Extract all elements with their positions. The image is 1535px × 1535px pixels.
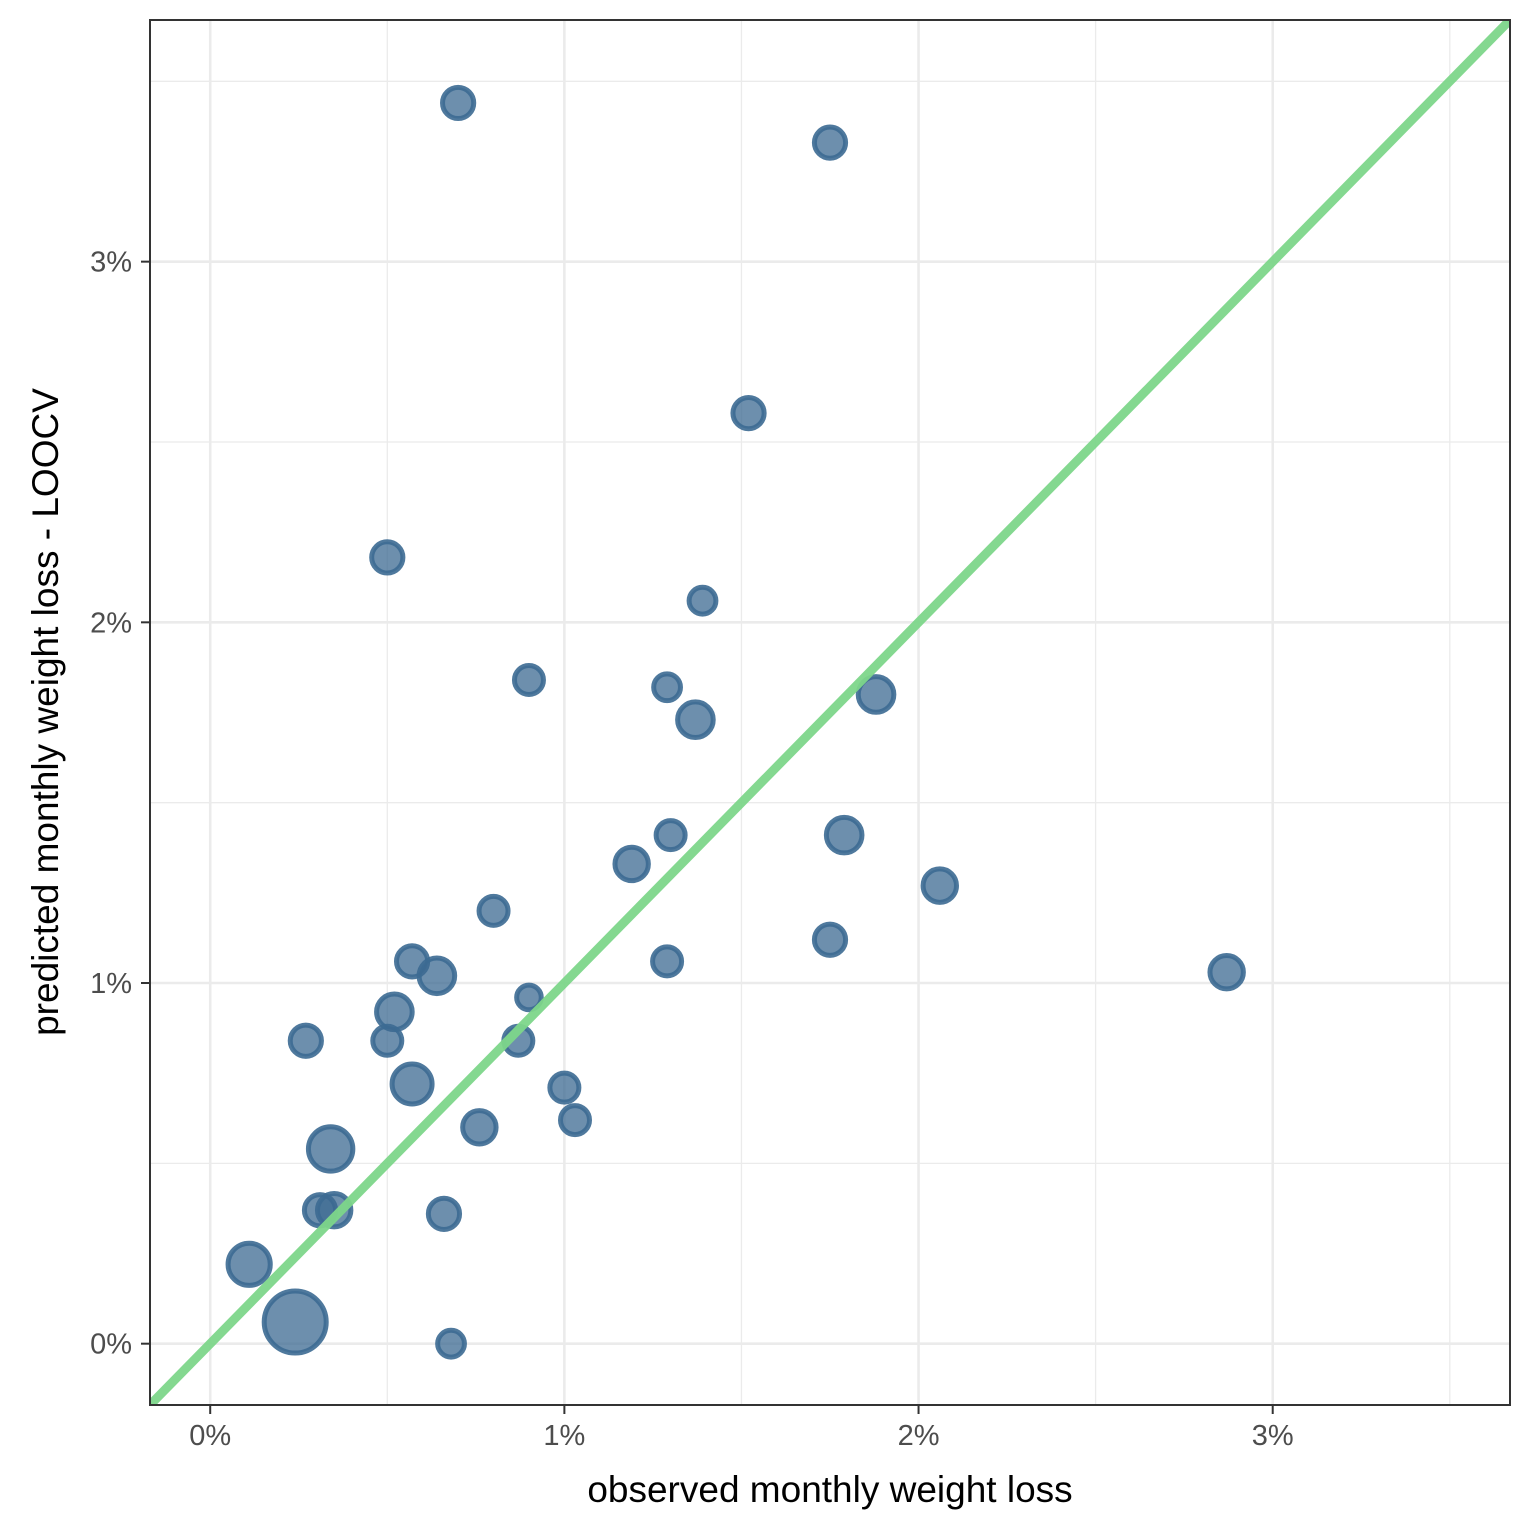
data-points <box>225 84 1246 1360</box>
x-tick-label: 0% <box>189 1420 231 1452</box>
data-point <box>314 1191 354 1230</box>
axis-ticks <box>141 260 1274 1414</box>
plot-panel-border <box>149 19 1511 1406</box>
x-tick-label: 2% <box>898 1420 940 1452</box>
data-point <box>811 124 849 161</box>
data-point <box>653 818 688 853</box>
x-tick-labels: 0% 1% 2% 3% <box>189 1420 1293 1452</box>
y-tick-labels: 0% 1% 2% 3% <box>90 247 132 1361</box>
y-tick-label: 2% <box>90 607 132 639</box>
identity-reference-line <box>150 20 1510 1405</box>
y-tick-label: 1% <box>90 968 132 1000</box>
data-point <box>369 539 406 576</box>
data-point <box>416 955 458 997</box>
data-point <box>370 1023 405 1058</box>
data-point <box>855 674 897 715</box>
data-point <box>389 1061 435 1107</box>
data-point <box>511 663 546 698</box>
data-point <box>476 893 511 928</box>
data-point <box>460 1108 499 1147</box>
x-tick-label: 3% <box>1252 1420 1294 1452</box>
major-gridlines <box>150 20 1510 1405</box>
data-point <box>305 1124 356 1174</box>
data-point <box>374 991 415 1033</box>
data-point <box>612 844 651 884</box>
y-tick-label: 3% <box>90 247 132 279</box>
data-point <box>823 814 865 856</box>
reference-line-group <box>150 20 1510 1405</box>
data-point <box>651 671 683 704</box>
data-point <box>435 1327 467 1360</box>
data-point <box>225 1240 273 1288</box>
data-point <box>514 982 544 1013</box>
data-point <box>261 1288 329 1356</box>
data-point <box>425 1195 463 1232</box>
y-axis-title: predicted monthly weight loss - LOOCV <box>25 388 66 1036</box>
x-tick-label: 1% <box>543 1420 585 1452</box>
data-point <box>730 395 767 432</box>
y-tick-label: 0% <box>90 1329 132 1361</box>
data-point <box>558 1103 592 1138</box>
data-point <box>440 84 477 122</box>
minor-gridlines <box>150 20 1510 1405</box>
data-point <box>547 1070 582 1105</box>
data-point <box>675 699 716 741</box>
data-point <box>811 921 849 958</box>
data-point <box>650 944 685 979</box>
data-point <box>1207 952 1246 992</box>
data-point <box>287 1022 324 1059</box>
data-point <box>920 866 959 905</box>
x-axis-title: observed monthly weight loss <box>587 1469 1072 1510</box>
data-point <box>686 584 719 617</box>
